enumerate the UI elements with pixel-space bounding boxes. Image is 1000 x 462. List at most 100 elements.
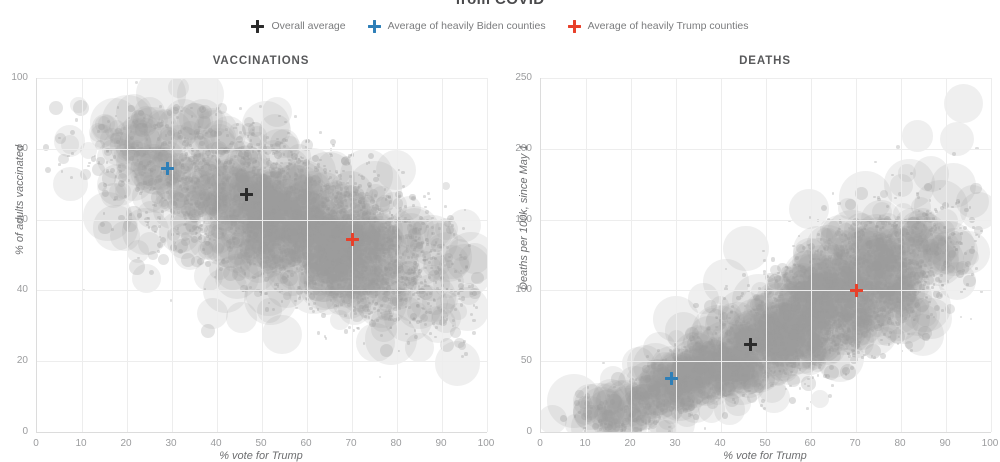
scatter-point: [471, 272, 483, 284]
scatter-point: [412, 228, 417, 233]
gridline-vertical: [397, 78, 398, 432]
scatter-point: [201, 324, 215, 338]
scatter-point: [109, 120, 125, 136]
y-axis-tick-label: 20: [0, 355, 28, 366]
scatter-point: [344, 329, 348, 333]
gridline-horizontal: [37, 220, 487, 221]
scatter-point: [693, 303, 699, 309]
gridline-vertical: [307, 78, 308, 432]
scatter-point: [442, 182, 450, 190]
gridline-vertical: [82, 78, 83, 432]
scatter-point: [87, 165, 90, 168]
scatter-point: [337, 283, 340, 286]
panel-title-deaths: DEATHS: [540, 55, 990, 67]
scatter-point: [387, 254, 391, 258]
scatter-point: [407, 341, 410, 344]
scatter-point: [369, 189, 379, 199]
scatter-point: [458, 279, 461, 282]
scatter-point: [196, 178, 199, 181]
scatter-point: [183, 214, 186, 217]
scatter-point: [110, 159, 113, 162]
scatter-point: [348, 326, 351, 329]
scatter-point: [294, 115, 297, 118]
scatter-point: [831, 384, 834, 387]
scatter-point: [287, 132, 290, 135]
gridline-horizontal: [37, 149, 487, 150]
plot-area-deaths[interactable]: [540, 78, 991, 433]
scatter-point: [138, 232, 161, 255]
scatter-point: [960, 316, 963, 319]
scatter-point: [367, 182, 372, 187]
scatter-point: [401, 171, 404, 174]
gridline-vertical: [172, 78, 173, 432]
scatter-point: [265, 244, 268, 247]
scatter-point: [861, 356, 864, 359]
x-axis-title-vaccinations: % vote for Trump: [36, 450, 486, 462]
scatter-point: [379, 376, 382, 379]
scatter-point: [263, 197, 266, 200]
scatter-point: [200, 224, 203, 227]
scatter-point: [402, 185, 405, 188]
x-axis-tick-label: 10: [61, 438, 101, 449]
scatter-point: [198, 168, 201, 171]
marker-trump-average-vaccinations[interactable]: [346, 233, 359, 251]
y-axis-tick-label: 0: [0, 426, 28, 437]
scatter-point: [162, 141, 167, 146]
x-axis-tick-label: 60: [286, 438, 326, 449]
scatter-point: [282, 228, 285, 231]
scatter-point: [330, 154, 333, 157]
x-axis-tick-label: 20: [106, 438, 146, 449]
scatter-point: [381, 244, 384, 247]
scatter-point: [318, 209, 321, 212]
scatter-point: [158, 254, 169, 265]
scatter-point: [344, 190, 347, 193]
scatter-point: [387, 248, 390, 251]
scatter-point: [472, 331, 476, 335]
scatter-point: [249, 230, 252, 233]
marker-overall-average-vaccinations[interactable]: [240, 188, 253, 206]
x-axis-tick-label: 90: [421, 438, 461, 449]
y-axis-tick-label: 100: [0, 72, 28, 83]
scatter-point: [312, 155, 319, 162]
scatter-point: [428, 198, 431, 201]
plus-marker-icon: [240, 188, 253, 201]
scatter-point: [197, 298, 228, 329]
marker-biden-average-vaccinations[interactable]: [161, 162, 174, 180]
scatter-point: [357, 255, 391, 289]
scatter-point: [462, 227, 465, 230]
gridline-horizontal: [37, 290, 487, 291]
scatter-point: [944, 84, 983, 123]
plot-area-vaccinations[interactable]: [36, 78, 487, 433]
scatter-point: [123, 127, 126, 130]
scatter-point: [427, 192, 430, 195]
scatter-point: [317, 331, 320, 334]
scatter-point: [253, 195, 256, 198]
scatter-point: [319, 131, 322, 134]
scatter-point: [205, 261, 211, 267]
scatter-point: [799, 387, 802, 390]
scatter-point: [789, 385, 792, 388]
scatter-point: [880, 353, 886, 359]
scatter-point: [409, 321, 412, 324]
scatter-point: [194, 212, 197, 215]
scatter-point: [264, 211, 270, 217]
scatter-point: [940, 122, 974, 156]
x-axis-tick-label: 80: [376, 438, 416, 449]
scatter-point: [286, 165, 289, 168]
y-axis-tick-label: 40: [0, 284, 28, 295]
scatter-point: [454, 338, 464, 348]
scatter-point: [239, 107, 242, 110]
x-axis-tick-label: 70: [331, 438, 371, 449]
gridline-horizontal: [37, 78, 487, 79]
scatter-point: [425, 238, 429, 242]
y-axis-title-vaccinations: % of adults vaccinated: [14, 145, 26, 255]
scatter-point: [58, 137, 61, 140]
scatter-point: [89, 123, 109, 143]
scatter-point: [405, 333, 408, 336]
scatter-point: [300, 206, 304, 210]
scatter-point: [294, 171, 331, 208]
scatter-point: [129, 259, 144, 274]
x-axis-tick-label: 40: [196, 438, 236, 449]
scatter-point: [444, 205, 447, 208]
